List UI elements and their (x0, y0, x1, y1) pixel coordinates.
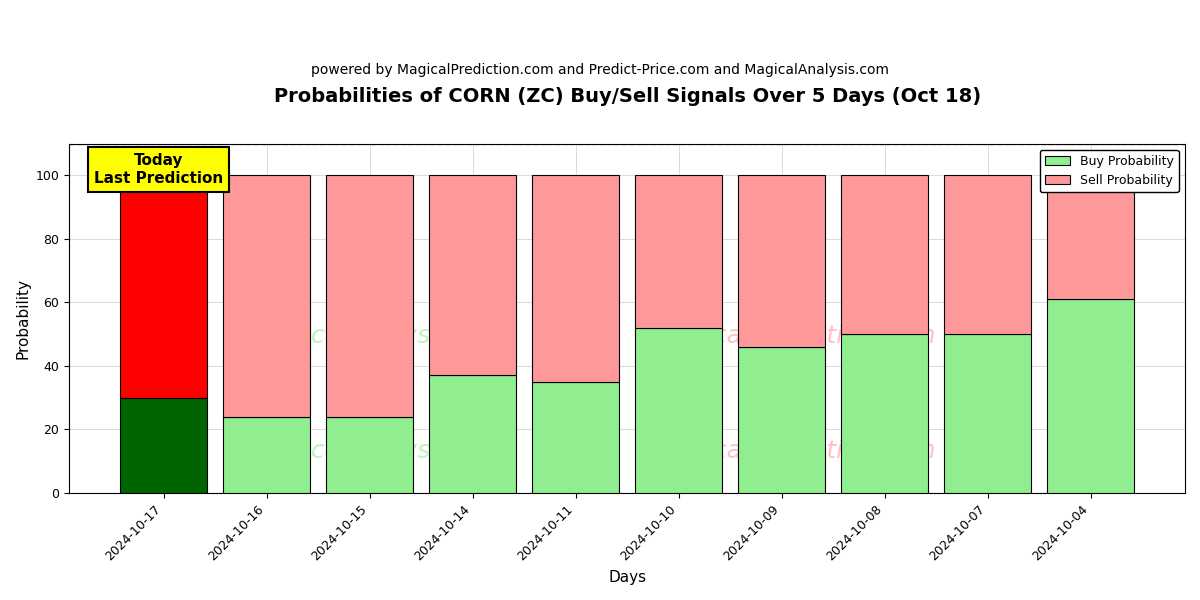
Bar (428, 175, 516, 376)
Bar (223, 175, 311, 416)
Bar (326, 416, 413, 493)
Bar (635, 328, 722, 493)
Text: MagicalPrediction.com: MagicalPrediction.com (653, 439, 936, 463)
Bar (738, 175, 826, 347)
Bar (943, 175, 1031, 334)
Bar (532, 175, 619, 382)
Bar (841, 175, 929, 334)
Text: MagicalAnalysis.com: MagicalAnalysis.com (251, 439, 512, 463)
Title: Probabilities of CORN (ZC) Buy/Sell Signals Over 5 Days (Oct 18): Probabilities of CORN (ZC) Buy/Sell Sign… (274, 87, 980, 106)
X-axis label: Days: Days (608, 570, 646, 585)
Bar (326, 175, 413, 416)
Text: Today
Last Prediction: Today Last Prediction (94, 153, 223, 185)
Bar (1046, 299, 1134, 493)
Bar (532, 382, 619, 493)
Bar (841, 334, 929, 493)
Text: MagicalPrediction.com: MagicalPrediction.com (653, 324, 936, 348)
Text: powered by MagicalPrediction.com and Predict-Price.com and MagicalAnalysis.com: powered by MagicalPrediction.com and Pre… (311, 63, 889, 77)
Text: MagicalAnalysis.com: MagicalAnalysis.com (251, 324, 512, 348)
Y-axis label: Probability: Probability (16, 278, 30, 359)
Bar (635, 175, 722, 328)
Bar (1046, 175, 1134, 299)
Bar (428, 376, 516, 493)
Bar (738, 347, 826, 493)
Bar (223, 416, 311, 493)
Bar (120, 398, 208, 493)
Bar (120, 175, 208, 398)
Bar (943, 334, 1031, 493)
Legend: Buy Probability, Sell Probability: Buy Probability, Sell Probability (1040, 150, 1178, 192)
